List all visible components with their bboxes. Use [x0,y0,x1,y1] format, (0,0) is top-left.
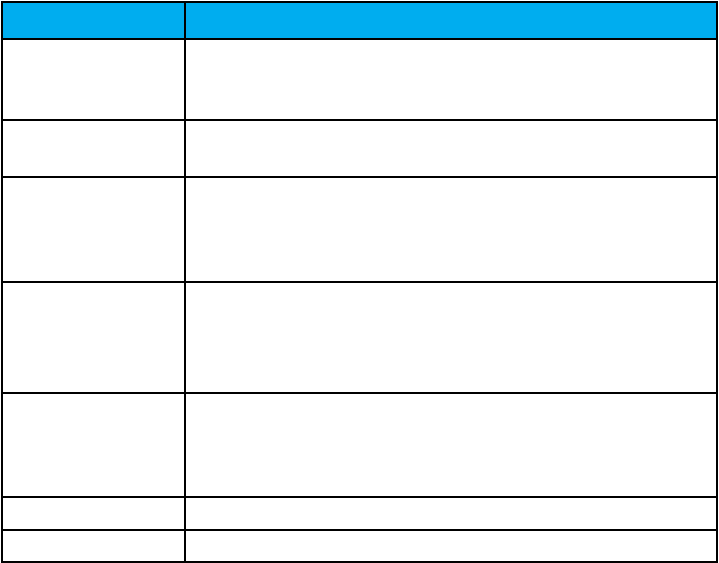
table-cell [1,38,186,121]
table-row [1,281,718,394]
table-cell [1,392,186,498]
table-row [1,392,718,498]
table-cell [1,281,186,394]
table-cell [1,529,186,563]
table-cell [184,529,718,563]
header-cell [1,1,186,40]
table-cell [184,38,718,121]
table-cell [184,119,718,178]
table-cell [184,392,718,498]
table-cell [184,281,718,394]
table-row [1,176,718,283]
table-row [1,496,718,531]
table-row [1,529,718,563]
header-row [1,1,718,40]
table-row [1,38,718,121]
table-cell [1,119,186,178]
table-cell [184,496,718,531]
table-cell [184,176,718,283]
table-cell [1,176,186,283]
header-cell [184,1,718,40]
table-row [1,119,718,178]
table-cell [1,496,186,531]
